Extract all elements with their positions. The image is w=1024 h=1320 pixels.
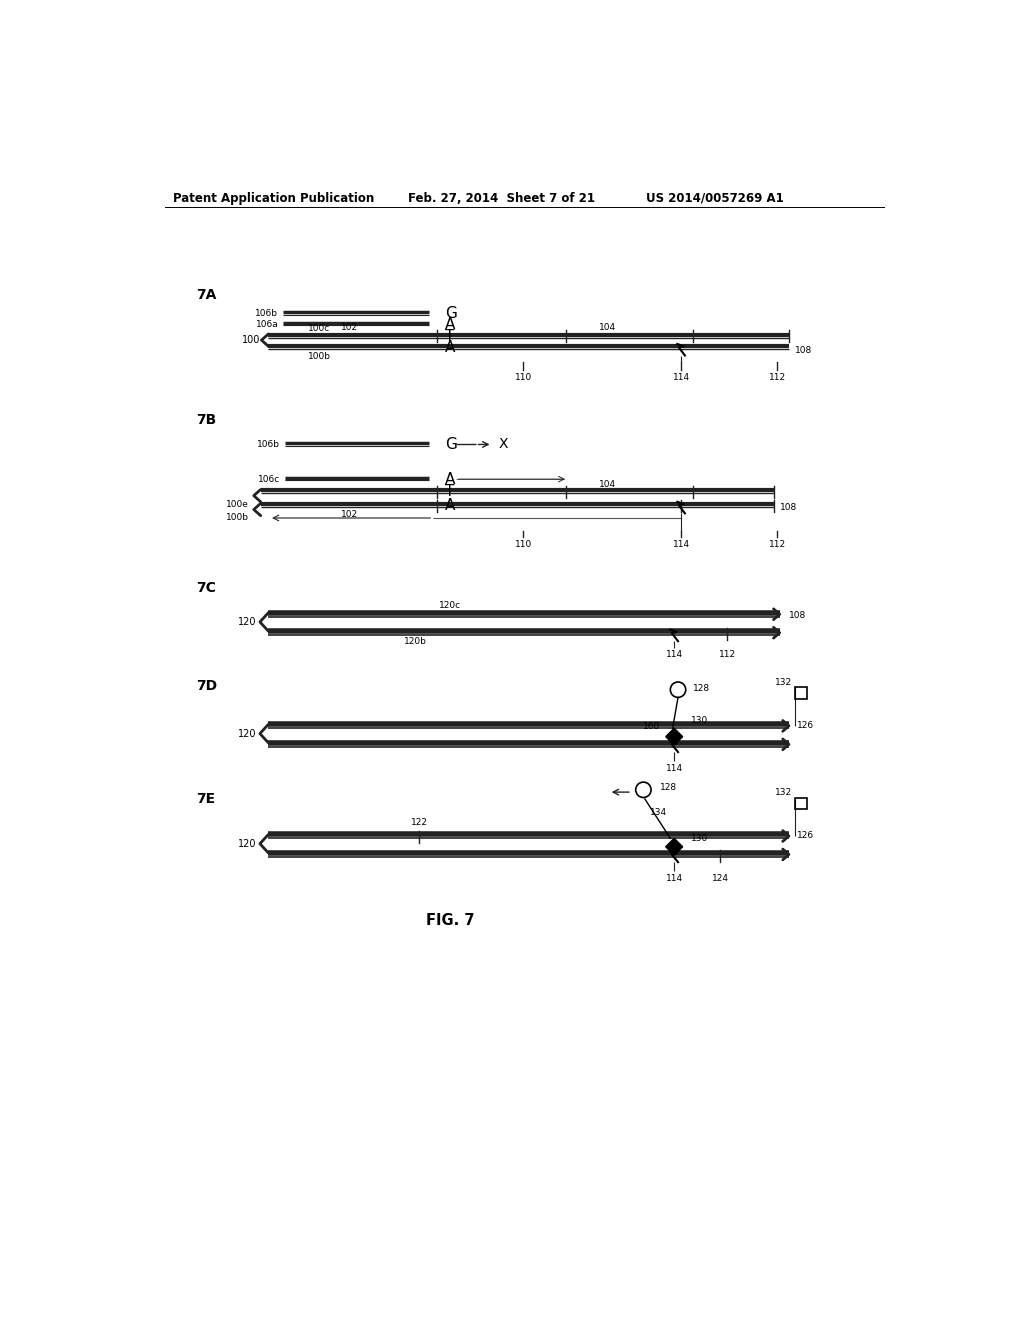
Text: 126: 126 bbox=[797, 832, 814, 841]
Text: 120: 120 bbox=[238, 616, 256, 627]
Text: 7D: 7D bbox=[196, 678, 217, 693]
Text: 126: 126 bbox=[797, 722, 814, 730]
Text: A: A bbox=[444, 498, 455, 513]
Text: G: G bbox=[444, 306, 457, 321]
Text: 114: 114 bbox=[673, 540, 690, 549]
Text: Feb. 27, 2014  Sheet 7 of 21: Feb. 27, 2014 Sheet 7 of 21 bbox=[408, 191, 595, 205]
Text: 114: 114 bbox=[666, 764, 683, 772]
Text: 106b: 106b bbox=[257, 440, 280, 449]
Text: 102: 102 bbox=[341, 323, 358, 333]
Text: 104: 104 bbox=[599, 323, 616, 333]
Text: 160: 160 bbox=[643, 722, 660, 731]
Bar bbox=[795, 688, 807, 700]
Text: 132: 132 bbox=[775, 678, 792, 688]
Text: A: A bbox=[444, 471, 455, 487]
Text: 114: 114 bbox=[673, 372, 690, 381]
Text: 114: 114 bbox=[666, 874, 683, 883]
Text: 122: 122 bbox=[411, 818, 428, 828]
Text: 108: 108 bbox=[795, 346, 812, 355]
Text: 120: 120 bbox=[238, 838, 256, 849]
Text: 128: 128 bbox=[693, 684, 711, 693]
Text: A: A bbox=[444, 341, 455, 355]
Text: FIG. 7: FIG. 7 bbox=[426, 913, 474, 928]
Text: US 2014/0057269 A1: US 2014/0057269 A1 bbox=[646, 191, 784, 205]
Text: 106b: 106b bbox=[255, 309, 279, 318]
Text: 134: 134 bbox=[649, 808, 667, 817]
Text: A: A bbox=[444, 317, 455, 331]
Text: 114: 114 bbox=[666, 649, 683, 659]
Text: 100c: 100c bbox=[307, 325, 330, 333]
Text: 120: 120 bbox=[238, 729, 256, 739]
Text: 7B: 7B bbox=[196, 413, 216, 428]
Text: G: G bbox=[444, 437, 457, 451]
Text: T: T bbox=[444, 329, 454, 343]
Text: 110: 110 bbox=[515, 540, 531, 549]
Text: 112: 112 bbox=[769, 372, 786, 381]
Text: 130: 130 bbox=[691, 834, 709, 842]
Text: 106a: 106a bbox=[256, 319, 279, 329]
Text: 7A: 7A bbox=[196, 289, 216, 302]
Text: Patent Application Publication: Patent Application Publication bbox=[173, 191, 374, 205]
Text: 112: 112 bbox=[719, 649, 736, 659]
Text: X: X bbox=[499, 437, 508, 451]
Text: 120c: 120c bbox=[438, 602, 461, 610]
Text: 128: 128 bbox=[660, 783, 678, 792]
Polygon shape bbox=[666, 838, 683, 855]
Text: 102: 102 bbox=[341, 510, 358, 519]
Text: 7C: 7C bbox=[196, 581, 216, 595]
Text: 110: 110 bbox=[515, 372, 531, 381]
Text: 112: 112 bbox=[769, 540, 786, 549]
Text: 100e: 100e bbox=[226, 500, 249, 508]
Polygon shape bbox=[666, 729, 683, 744]
Text: 108: 108 bbox=[779, 503, 797, 512]
Text: 108: 108 bbox=[788, 611, 806, 620]
Text: 130: 130 bbox=[691, 715, 709, 725]
Text: 100b: 100b bbox=[307, 352, 331, 360]
Text: 120b: 120b bbox=[404, 638, 427, 647]
Text: 100: 100 bbox=[242, 335, 260, 345]
Bar bbox=[795, 797, 807, 809]
Text: 7E: 7E bbox=[196, 792, 215, 807]
Text: T: T bbox=[444, 484, 454, 499]
Text: 132: 132 bbox=[775, 788, 792, 797]
Text: 100b: 100b bbox=[226, 513, 249, 523]
Text: 106c: 106c bbox=[258, 475, 280, 483]
Text: 104: 104 bbox=[599, 479, 616, 488]
Text: 124: 124 bbox=[712, 874, 729, 883]
